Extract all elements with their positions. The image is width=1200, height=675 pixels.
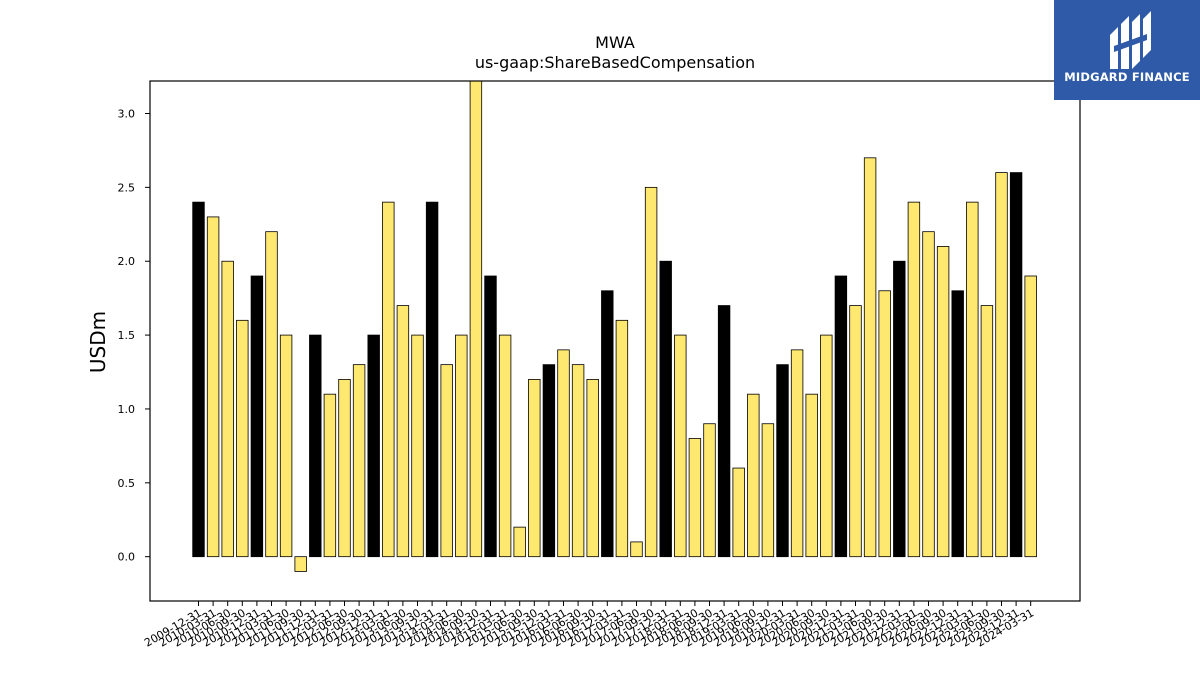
bar-2019-03-31 (732, 467, 745, 558)
y-axis-ticks: 0.0 0.5 1.0 1.5 2.0 2.5 3.0 (118, 108, 150, 564)
bar-2013-09-30 (411, 334, 424, 558)
y-tick-label: 0.0 (118, 551, 136, 564)
bar-2009-12-31 (192, 201, 205, 558)
bar-2017-09-30 (644, 186, 658, 558)
bar-2013-06-30 (396, 305, 410, 558)
bar-2011-06-30 (279, 334, 293, 558)
bar-2022-12-31 (951, 290, 964, 558)
bar-2023-06-30 (980, 305, 994, 558)
bar-2014-06-30 (455, 334, 468, 558)
bar-2022-06-30 (922, 231, 935, 558)
bar-2014-03-31 (440, 364, 453, 558)
bar-2012-12-31 (367, 334, 380, 558)
y-tick-label: 2.5 (118, 181, 136, 194)
bar-2016-06-30 (571, 364, 585, 558)
x-axis-ticks: 2009-12-312010-03-312010-06-302010-09-30… (142, 601, 1036, 650)
bar-2015-12-31 (542, 364, 556, 558)
bar-2017-06-30 (630, 541, 643, 558)
bar-2016-12-31 (601, 290, 614, 558)
bar-2010-12-31 (250, 275, 264, 558)
bar-2015-03-31 (498, 334, 512, 558)
bar-2024-03-31 (1024, 275, 1037, 558)
bar-2010-06-30 (221, 260, 234, 558)
chart-subtitle: us-gaap:ShareBasedCompensation (475, 53, 755, 72)
bar-2017-03-31 (615, 319, 629, 558)
bar-2021-12-31 (893, 260, 906, 558)
y-tick-label: 0.5 (118, 477, 136, 490)
bar-2018-06-30 (688, 438, 702, 558)
bar-2010-03-31 (206, 216, 220, 558)
bar-2020-12-31 (834, 275, 848, 558)
bar-2021-09-30 (878, 290, 891, 558)
y-tick-label: 1.0 (118, 403, 136, 416)
bar-2012-06-30 (338, 379, 351, 558)
bar-2012-09-30 (352, 364, 366, 558)
chart-title: MWA (595, 33, 635, 52)
bar-2011-12-31 (309, 334, 322, 558)
y-tick-label: 3.0 (118, 108, 136, 121)
y-axis-label: USDm (86, 311, 110, 373)
bar-2023-03-31 (966, 201, 979, 558)
bar-2013-03-31 (382, 201, 395, 558)
bar-2014-12-31 (484, 275, 497, 558)
bar-2016-03-31 (557, 349, 570, 558)
bar-2016-09-30 (586, 379, 599, 558)
y-tick-label: 2.0 (118, 255, 136, 268)
plot-frame (149, 80, 1081, 602)
bar-2023-09-30 (995, 172, 1008, 558)
bar-2020-06-30 (805, 393, 818, 558)
bar-2022-09-30 (936, 246, 950, 558)
bar-2023-12-31 (1009, 172, 1023, 558)
y-tick-label: 1.5 (118, 329, 136, 342)
bar-2013-12-31 (425, 201, 439, 558)
bar-2015-06-30 (513, 526, 526, 558)
bar-2011-03-31 (265, 231, 278, 558)
bar-2018-09-30 (703, 423, 716, 558)
bars (192, 80, 1037, 572)
bar-2020-03-31 (790, 349, 804, 558)
bar-2018-12-31 (717, 305, 731, 558)
bar-2017-12-31 (659, 260, 672, 558)
bar-2019-12-31 (776, 364, 789, 558)
bar-2018-03-31 (674, 334, 687, 558)
bar-2011-09-30 (294, 556, 307, 572)
bar-2019-09-30 (761, 423, 775, 558)
midgard-finance-logo: MIDGARD FINANCE (1054, 0, 1200, 100)
midgard-logo-icon (1110, 11, 1151, 69)
bar-2014-09-30 (469, 80, 483, 558)
bar-2010-09-30 (236, 319, 249, 558)
bar-2019-06-30 (747, 393, 760, 558)
logo-text: MIDGARD FINANCE (1064, 70, 1190, 84)
bar-2022-03-31 (907, 201, 921, 558)
bar-2021-03-31 (849, 305, 862, 558)
bar-2020-09-30 (820, 334, 833, 558)
bar-2015-09-30 (528, 379, 541, 558)
bar-2012-03-31 (323, 393, 337, 558)
bar-2021-06-30 (863, 157, 877, 558)
